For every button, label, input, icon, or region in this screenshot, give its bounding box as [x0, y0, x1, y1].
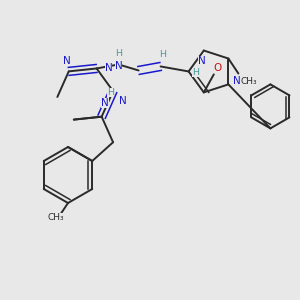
Text: N: N	[119, 96, 127, 106]
Text: H: H	[192, 68, 199, 77]
Text: N: N	[115, 61, 122, 71]
Text: O: O	[214, 63, 222, 74]
Text: N: N	[105, 64, 112, 74]
Text: H: H	[115, 49, 122, 58]
Text: N: N	[198, 56, 206, 65]
Text: CH₃: CH₃	[240, 77, 257, 86]
Text: H: H	[159, 50, 166, 59]
Text: N: N	[101, 98, 109, 108]
Text: CH₃: CH₃	[48, 212, 64, 221]
Text: N: N	[232, 76, 240, 86]
Text: H: H	[107, 88, 114, 97]
Text: N: N	[63, 56, 70, 66]
